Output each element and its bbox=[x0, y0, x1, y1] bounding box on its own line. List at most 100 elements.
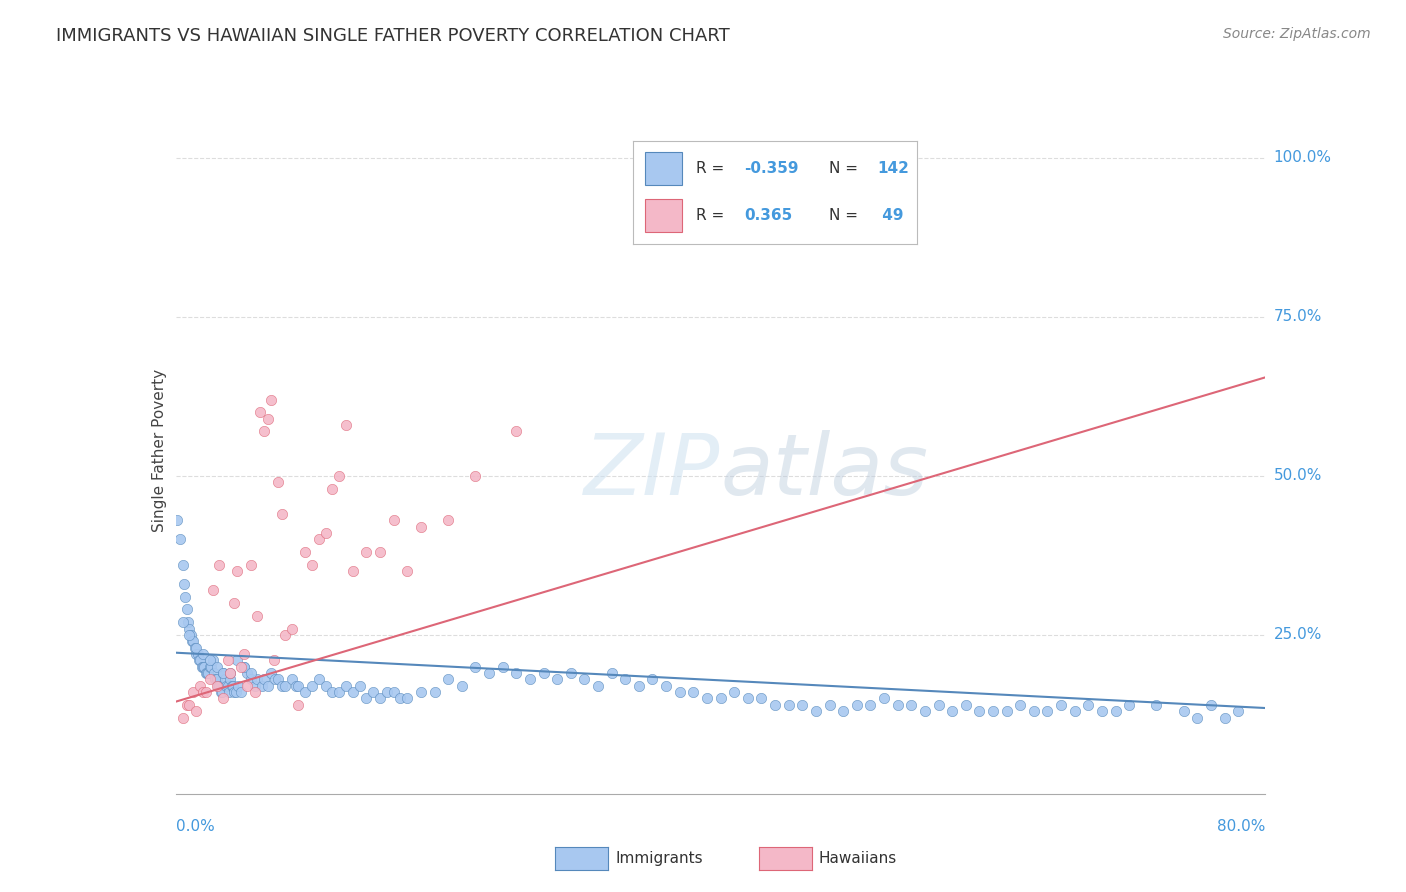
Point bbox=[396, 691, 419, 706]
Point bbox=[186, 647, 209, 661]
Point bbox=[201, 583, 224, 598]
Point bbox=[235, 679, 257, 693]
Point bbox=[260, 392, 283, 407]
Point bbox=[231, 685, 253, 699]
Point bbox=[437, 513, 460, 527]
Point bbox=[219, 666, 242, 681]
Point bbox=[219, 673, 242, 687]
Point bbox=[682, 685, 704, 699]
Point bbox=[804, 704, 827, 718]
Point bbox=[1199, 698, 1222, 712]
Point bbox=[533, 666, 555, 681]
Point bbox=[219, 666, 242, 681]
Point bbox=[361, 685, 384, 699]
Point bbox=[267, 475, 290, 490]
Point bbox=[226, 653, 249, 667]
Point bbox=[778, 698, 800, 712]
Point bbox=[202, 666, 225, 681]
Point bbox=[792, 698, 814, 712]
Point bbox=[190, 659, 212, 673]
Point bbox=[710, 691, 733, 706]
Point bbox=[174, 590, 197, 604]
Point bbox=[232, 659, 254, 673]
Point bbox=[928, 698, 950, 712]
Text: 49: 49 bbox=[877, 208, 904, 223]
Point bbox=[845, 698, 868, 712]
Point bbox=[250, 679, 273, 693]
Text: -0.359: -0.359 bbox=[744, 161, 799, 176]
Point bbox=[321, 685, 343, 699]
Point bbox=[287, 679, 309, 693]
Point bbox=[914, 704, 936, 718]
Point bbox=[668, 685, 690, 699]
Point bbox=[225, 685, 247, 699]
Point bbox=[166, 513, 188, 527]
Point bbox=[176, 698, 198, 712]
Point bbox=[287, 698, 309, 712]
Point bbox=[308, 533, 330, 547]
Point bbox=[187, 653, 209, 667]
Point bbox=[172, 558, 194, 572]
Point bbox=[1187, 710, 1209, 724]
Point bbox=[737, 691, 759, 706]
Point bbox=[212, 691, 235, 706]
Point bbox=[186, 640, 208, 655]
Text: Source: ZipAtlas.com: Source: ZipAtlas.com bbox=[1223, 27, 1371, 41]
Point bbox=[239, 558, 262, 572]
Point bbox=[209, 685, 232, 699]
Point bbox=[301, 679, 323, 693]
Point bbox=[873, 691, 896, 706]
Point bbox=[191, 659, 214, 673]
Point bbox=[519, 673, 541, 687]
Point bbox=[180, 628, 202, 642]
Point bbox=[257, 679, 280, 693]
Point bbox=[224, 596, 246, 610]
Point bbox=[188, 653, 211, 667]
Point bbox=[1104, 704, 1126, 718]
Point bbox=[215, 679, 238, 693]
Text: 75.0%: 75.0% bbox=[1274, 310, 1322, 325]
Point bbox=[274, 679, 297, 693]
Point bbox=[859, 698, 882, 712]
Point bbox=[222, 679, 245, 693]
Point bbox=[450, 679, 472, 693]
Point bbox=[232, 647, 254, 661]
Point bbox=[212, 666, 235, 681]
Point bbox=[271, 507, 294, 521]
Point bbox=[335, 417, 357, 432]
Point bbox=[205, 679, 228, 693]
Point bbox=[1213, 710, 1236, 724]
Point bbox=[368, 545, 391, 559]
Point bbox=[183, 634, 205, 648]
Point bbox=[194, 666, 217, 681]
Point bbox=[173, 577, 195, 591]
Text: 100.0%: 100.0% bbox=[1274, 151, 1331, 165]
Point bbox=[198, 659, 221, 673]
Point bbox=[1173, 704, 1195, 718]
Text: 80.0%: 80.0% bbox=[1218, 819, 1265, 834]
Point bbox=[201, 653, 224, 667]
Point bbox=[600, 666, 623, 681]
Bar bbox=[645, 152, 682, 185]
Point bbox=[315, 679, 337, 693]
Point bbox=[301, 558, 323, 572]
Point bbox=[368, 691, 391, 706]
Point bbox=[328, 469, 350, 483]
Point bbox=[382, 513, 405, 527]
Point bbox=[184, 640, 207, 655]
Point bbox=[221, 679, 243, 693]
Point bbox=[179, 628, 201, 642]
Text: N =: N = bbox=[830, 161, 863, 176]
Point bbox=[284, 679, 307, 693]
Point bbox=[478, 666, 501, 681]
Point bbox=[396, 564, 419, 578]
Text: R =: R = bbox=[696, 208, 734, 223]
Point bbox=[191, 647, 214, 661]
Point bbox=[193, 659, 215, 673]
Point bbox=[211, 685, 233, 699]
Point bbox=[267, 673, 290, 687]
Point bbox=[271, 679, 294, 693]
Point bbox=[243, 685, 266, 699]
Point bbox=[1010, 698, 1032, 712]
Bar bbox=[645, 199, 682, 232]
